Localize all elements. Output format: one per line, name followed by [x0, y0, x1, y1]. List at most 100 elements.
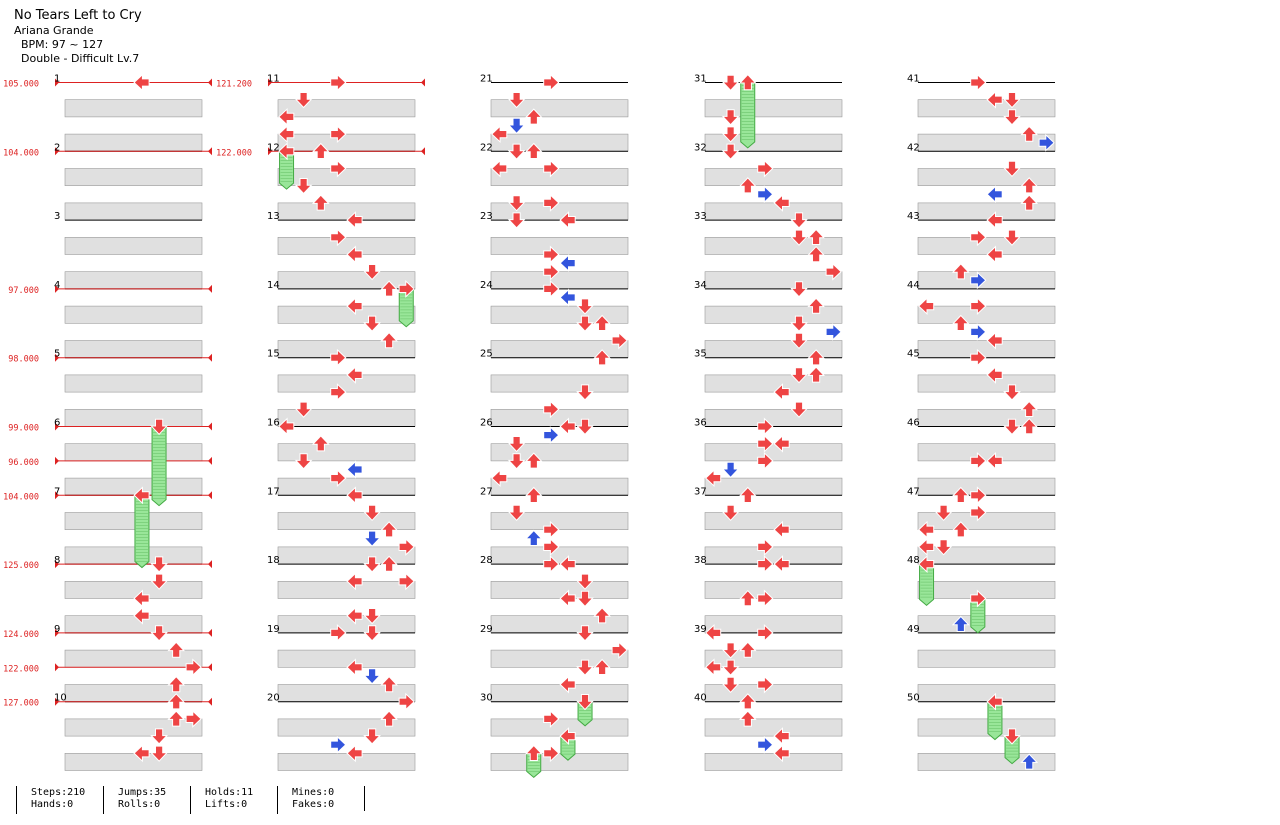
red-arrow-note — [330, 348, 347, 367]
beat-band — [490, 684, 629, 703]
red-arrow-note — [576, 384, 594, 401]
measure-number: 13 — [267, 211, 280, 222]
bpm-marker-right — [208, 78, 212, 87]
red-arrow-note — [380, 331, 399, 349]
beat-band — [277, 340, 416, 359]
red-arrow-note — [757, 623, 774, 642]
beat-band — [490, 408, 629, 427]
measure-number: 11 — [267, 74, 280, 85]
red-arrow-note — [970, 297, 987, 316]
red-arrow-note — [543, 709, 560, 728]
measure-number: 15 — [267, 349, 280, 360]
bpm-marker-left — [55, 628, 59, 637]
beat-band — [704, 649, 843, 668]
measure-number: 27 — [480, 486, 493, 497]
red-arrow-note — [790, 332, 808, 350]
measure-number: 19 — [267, 624, 280, 635]
red-arrow-note — [346, 211, 363, 230]
bpm-value: 127.000 — [3, 699, 39, 709]
red-arrow-note — [1003, 109, 1021, 126]
measure-number: 14 — [267, 280, 280, 291]
bpm-marker-right — [208, 422, 212, 431]
bpm-marker-right — [208, 147, 212, 156]
beat-band — [917, 718, 1056, 737]
beat-band — [704, 271, 843, 290]
beat-band — [917, 202, 1056, 221]
beat-band — [277, 133, 416, 152]
red-arrow-note — [576, 590, 594, 608]
red-arrow-note — [970, 228, 987, 247]
red-arrow-note — [593, 607, 612, 624]
red-arrow-note — [543, 262, 560, 281]
measure-number: 49 — [907, 624, 920, 635]
red-arrow-note — [721, 642, 740, 659]
red-arrow-note — [951, 521, 970, 538]
blue-arrow-note — [507, 117, 526, 135]
red-arrow-note — [398, 279, 415, 298]
bpm-marker-left — [55, 456, 59, 465]
red-arrow-note — [398, 692, 415, 711]
measure-number: 21 — [480, 74, 493, 85]
red-arrow-note — [790, 367, 808, 384]
bpm-change-lines: 105.000 104.000 97.000 98.000 99.000 96.000 10… — [3, 78, 425, 709]
measure-number: 4 — [54, 280, 60, 291]
bpm-marker-right — [208, 491, 212, 500]
red-arrow-note — [133, 486, 150, 505]
beat-band — [490, 752, 629, 771]
blue-arrow-note — [346, 460, 363, 479]
fakes-count: Fakes:0 — [292, 799, 335, 810]
beat-band — [490, 512, 629, 531]
red-arrow-note — [934, 504, 953, 522]
beat-band — [277, 649, 416, 668]
red-arrow-note — [294, 453, 313, 470]
red-arrow-note — [491, 159, 508, 178]
red-arrow-note — [294, 177, 313, 195]
red-arrow-note — [757, 537, 774, 556]
bpm-value: 99.000 — [8, 424, 39, 434]
red-arrow-note — [363, 264, 382, 281]
red-arrow-note — [917, 555, 935, 574]
red-arrow-note — [507, 143, 526, 160]
beat-band — [64, 580, 203, 599]
red-arrow-note — [150, 745, 169, 762]
red-arrow-note — [757, 589, 774, 608]
holds-count: Holds:11 — [205, 787, 254, 798]
beat-band — [64, 271, 203, 290]
beat-band — [704, 477, 843, 496]
song-title: No Tears Left to Cry — [14, 8, 142, 23]
beat-band — [917, 271, 1056, 290]
red-arrow-note — [363, 556, 382, 573]
red-arrow-note — [738, 641, 757, 658]
tap-notes — [133, 73, 1055, 770]
red-arrow-note — [611, 331, 628, 350]
red-arrow-note — [346, 744, 363, 763]
red-arrow-note — [1003, 384, 1021, 401]
measure-number: 17 — [267, 486, 280, 497]
red-arrow-note — [380, 675, 399, 693]
beat-band — [64, 340, 203, 359]
red-arrow-note — [970, 486, 987, 505]
red-arrow-note — [543, 520, 560, 539]
red-arrow-note — [524, 108, 543, 125]
beat-band — [277, 237, 416, 255]
red-arrow-note — [380, 710, 399, 727]
bpm-value: 104.000 — [3, 492, 39, 502]
measure-number: 29 — [480, 624, 493, 635]
blue-arrow-note — [363, 668, 382, 685]
measure-number: 2 — [54, 142, 60, 153]
red-arrow-note — [543, 555, 560, 574]
red-arrow-note — [593, 349, 612, 366]
beat-band — [64, 133, 203, 152]
beat-band — [64, 615, 203, 634]
red-arrow-note — [917, 520, 935, 539]
red-arrow-note — [807, 297, 826, 314]
red-arrow-note — [507, 436, 526, 453]
bpm-marker-right — [208, 697, 212, 706]
hands-count: Hands:0 — [31, 799, 74, 810]
red-arrow-note — [738, 693, 757, 710]
red-arrow-note — [398, 572, 415, 591]
red-arrow-note — [576, 659, 594, 676]
difficulty-label: Double - Difficult Lv.7 — [21, 52, 140, 65]
bpm-value: 125.000 — [3, 561, 39, 571]
red-arrow-note — [294, 401, 313, 418]
